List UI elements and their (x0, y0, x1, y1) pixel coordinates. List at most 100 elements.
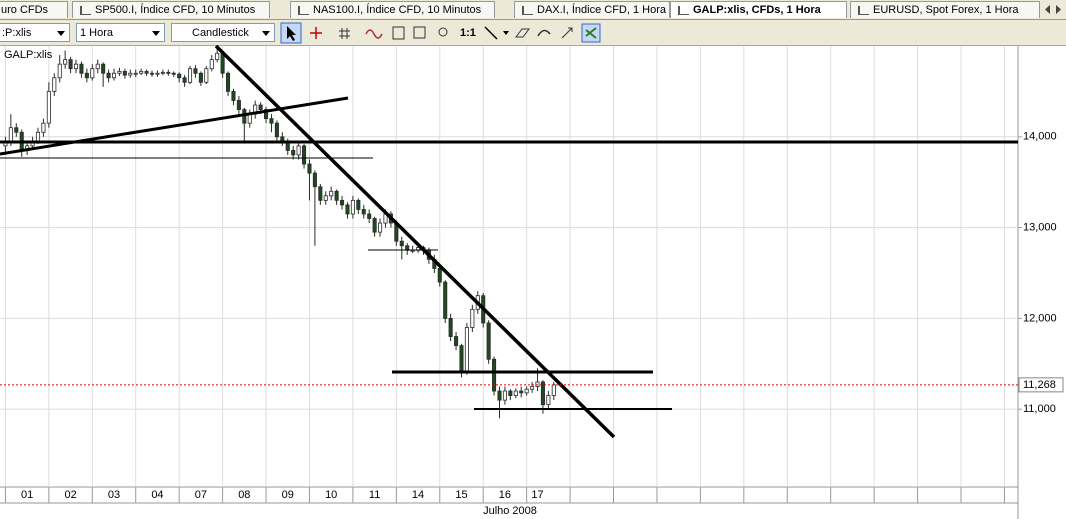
candles (3, 46, 556, 419)
candle-body (367, 213, 372, 219)
candle-body (84, 72, 89, 79)
y-tick-label: 12,000 (1023, 312, 1057, 324)
candle-body (41, 122, 46, 133)
tab[interactable]: GALP:xlis, CFDs, 1 Hora (670, 1, 847, 18)
candle-body (274, 122, 279, 138)
candle-body (329, 190, 334, 197)
tab[interactable]: DAX.I, Índice CFD, 1 Hora (514, 1, 670, 18)
x-tick-label: 10 (325, 489, 337, 501)
candle-body (220, 52, 225, 74)
candle-body (312, 172, 317, 188)
tool-indicator[interactable] (365, 29, 383, 39)
trend-line[interactable] (0, 96, 349, 156)
candle-body (160, 71, 165, 74)
candle-body (187, 68, 193, 83)
candle-body (492, 358, 497, 392)
tool-info[interactable] (392, 26, 405, 40)
candle-body (443, 281, 448, 319)
candle-body (519, 390, 524, 394)
candle-body (334, 190, 339, 201)
price-axis (1018, 46, 1066, 519)
candle-body (378, 222, 383, 233)
cursor-icon (287, 26, 296, 41)
candle-body (459, 345, 464, 374)
candle-body (133, 72, 138, 75)
tab[interactable]: NAS100.I, Índice CFD, 10 Minutos (290, 1, 495, 18)
candle-body (106, 72, 111, 79)
candle-body (144, 71, 149, 74)
toolbar-icons: 1:1 (280, 22, 601, 44)
tool-zoom[interactable] (438, 27, 448, 37)
candle-body (307, 163, 312, 174)
candle-body (399, 240, 404, 247)
candle-body (231, 90, 236, 101)
x-tick-label: 04 (151, 489, 163, 501)
tab[interactable]: uro CFDs (0, 1, 68, 18)
candle-body (296, 145, 301, 156)
candle-body (513, 390, 518, 396)
candle-body (448, 317, 453, 337)
tab-bar: uro CFDs SP500.I, Índice CFD, 10 Minutos… (0, 0, 1066, 20)
candle-body (302, 145, 307, 165)
candle-body (540, 381, 545, 406)
tool-grid[interactable] (339, 28, 350, 39)
candle-body (46, 90, 51, 124)
candle-body (323, 195, 328, 201)
candle-body (226, 72, 231, 92)
symbol-label: GALP:xlis (4, 49, 53, 61)
interval-combo[interactable]: 1 Hora (76, 23, 165, 42)
y-tick-label: 13,000 (1023, 221, 1057, 233)
y-tick-label: 14,000 (1023, 131, 1057, 143)
tab[interactable]: SP500.I, Índice CFD, 10 Minutos (72, 1, 270, 18)
tool-expand[interactable] (561, 27, 573, 39)
candle-body (90, 68, 95, 79)
tool-draw[interactable] (537, 29, 551, 37)
candle-body (269, 118, 274, 124)
candle-body (215, 52, 220, 61)
candle-body (149, 72, 155, 75)
candle-body (372, 218, 377, 233)
tool-crosshair[interactable] (310, 27, 322, 39)
candle-body (318, 186, 323, 201)
x-tick-label: 14 (412, 489, 424, 501)
x-tick-label: 07 (195, 489, 207, 501)
x-tick-label: 03 (108, 489, 120, 501)
tab-scroll[interactable] (1042, 3, 1064, 16)
candle-body (79, 63, 84, 74)
x-tick-label: 11 (369, 489, 380, 501)
candle-body (122, 71, 127, 76)
x-axis-title: Julho 2008 (483, 505, 537, 517)
candle-body (470, 308, 475, 328)
candle-body (204, 68, 209, 83)
x-tick-label: 02 (64, 489, 76, 501)
candle-body (464, 327, 469, 374)
candle-body (454, 336, 459, 347)
drawings (0, 44, 1018, 439)
candle-body (291, 150, 296, 156)
candle-body (14, 127, 19, 133)
last-price-label: 11,268 (1023, 379, 1056, 391)
plot-area (0, 46, 1018, 487)
candle-body (139, 71, 144, 74)
x-tick-label: 01 (21, 489, 33, 501)
candle-body (68, 59, 73, 70)
tab[interactable]: EURUSD, Spot Forex, 1 Hora (850, 1, 1040, 18)
candle-body (551, 384, 556, 396)
tool-eraser[interactable] (515, 28, 530, 38)
candle-body (177, 73, 182, 79)
candle-body (128, 72, 133, 76)
style-combo[interactable]: Candlestick (171, 23, 275, 42)
symbol-combo[interactable]: :P:xlis (0, 23, 70, 42)
last-price-box (1018, 377, 1064, 393)
dropdown-arrow[interactable] (503, 31, 509, 35)
toolbar: :P:xlis 1 Hora Candlestick 1:1 (0, 20, 1066, 46)
candle-body (182, 77, 187, 83)
candle-body (502, 390, 507, 401)
x-tick-label: 08 (238, 489, 250, 501)
tool-zoom-box[interactable] (413, 26, 426, 39)
tool-line[interactable] (484, 26, 498, 40)
zoom-label[interactable]: 1:1 (460, 27, 476, 39)
candle-body (73, 63, 79, 70)
